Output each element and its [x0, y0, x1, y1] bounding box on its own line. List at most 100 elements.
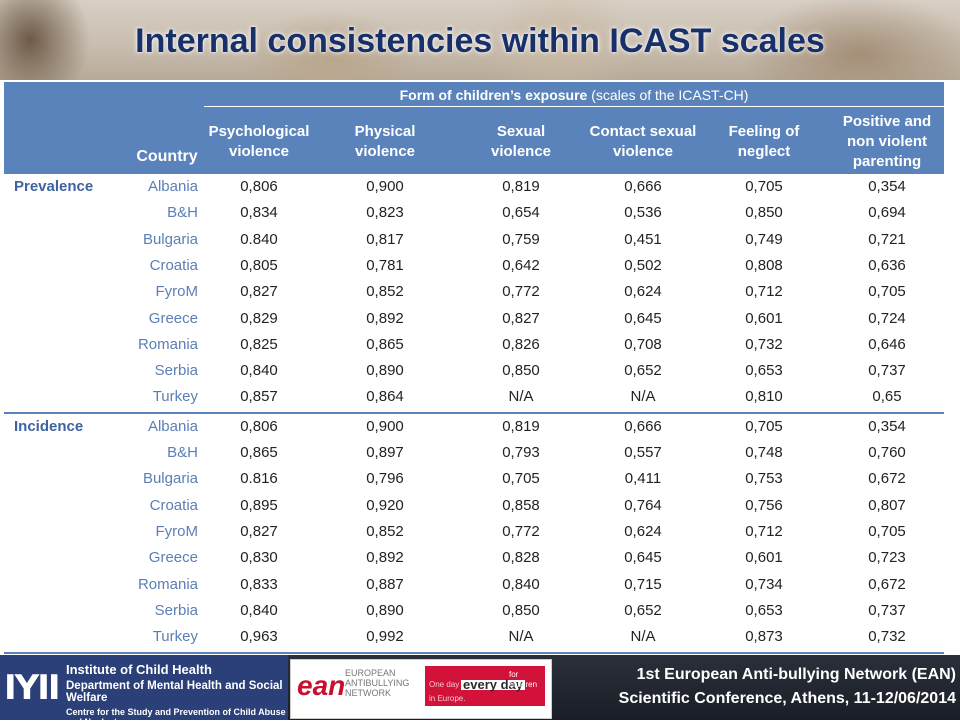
value-cell: N/A	[630, 388, 656, 406]
value-cell: 0,827	[240, 283, 278, 301]
value-cell: 0.816	[240, 470, 278, 488]
super-header-bold: Form of children’s exposure	[399, 87, 588, 103]
value-cell: 0,900	[366, 417, 404, 435]
table-row: Bulgaria 0.816 0,796 0,705 0,411 0,753 0,672	[4, 466, 944, 492]
consistency-table: Form of children’s exposure (scales of t…	[0, 80, 960, 655]
value-cell: 0,712	[745, 522, 783, 540]
value-cell: 0,715	[624, 575, 662, 593]
value-cell: 0,793	[502, 444, 540, 461]
value-cell: 0,354	[868, 178, 906, 195]
value-cell: 0,852	[366, 522, 404, 540]
value-cell: 0,830	[240, 549, 278, 567]
value-cell: 0,823	[366, 204, 404, 222]
value-cell: 0,748	[745, 444, 783, 461]
ean-for-children: for children	[509, 670, 538, 689]
value-cell: 0,737	[868, 601, 906, 619]
value-cell: 0,864	[366, 388, 404, 406]
value-cell: 0,963	[240, 628, 278, 646]
value-cell: 0,806	[240, 178, 278, 195]
value-cell: 0,536	[624, 204, 662, 222]
value-cell: 0,708	[624, 335, 662, 353]
country-cell: FyroM	[155, 283, 199, 301]
value-cell: 0,705	[745, 417, 783, 435]
table-row: Bulgaria 0.840 0,817 0,759 0,451 0,749 0,721	[4, 227, 944, 253]
value-cell: 0,645	[624, 309, 662, 327]
value-cell: 0,451	[624, 230, 662, 248]
value-cell: 0,772	[502, 522, 540, 540]
column-header-sexual: Sexual violence	[490, 123, 552, 160]
value-cell: 0,865	[366, 335, 404, 353]
value-cell: 0,827	[240, 522, 278, 540]
value-cell: 0,756	[745, 496, 783, 514]
country-cell: Turkey	[152, 628, 198, 646]
value-cell: 0,808	[745, 256, 783, 274]
table-row: Incidence Albania 0,806 0,900 0,819 0,666 0,70…	[4, 414, 944, 440]
country-cell: Bulgaria	[142, 470, 198, 488]
value-cell: 0,732	[868, 628, 906, 646]
value-cell: 0,825	[240, 335, 278, 353]
value-cell: 0,654	[502, 204, 540, 222]
country-cell: Romania	[137, 575, 198, 593]
table-row: Greece 0,829 0,892 0,827 0,645 0,601 0,724	[4, 306, 944, 332]
country-cell: B&H	[167, 444, 198, 461]
table-row: Turkey 0,857 0,864 N/A N/A 0,810 0,65	[4, 384, 944, 410]
value-cell: 0,732	[745, 335, 783, 353]
value-cell: 0.840	[240, 230, 278, 248]
value-cell: 0,920	[366, 496, 404, 514]
value-cell: 0,672	[868, 575, 906, 593]
country-cell: Albania	[147, 417, 198, 435]
group-divider	[4, 411, 944, 414]
ich-mark-icon: IYII	[4, 668, 61, 708]
value-cell: 0,900	[366, 178, 404, 195]
ean-everyday: every day	[461, 677, 525, 692]
value-cell: N/A	[630, 628, 656, 646]
ean-name: EUROPEAN ANTIBULLYING NETWORK	[345, 668, 410, 698]
value-cell: 0,834	[240, 204, 278, 222]
super-header-rest: (scales of the ICAST-CH)	[587, 87, 749, 103]
value-cell: 0,723	[868, 549, 906, 567]
value-cell: 0,672	[868, 470, 906, 488]
country-cell: Croatia	[149, 256, 198, 274]
value-cell: 0,829	[240, 309, 278, 327]
country-column-header: Country	[136, 148, 198, 165]
table-header: Form of children’s exposure (scales of t…	[4, 82, 944, 174]
value-cell: 0,737	[868, 362, 906, 380]
ich-line1: Institute of Child Health	[66, 662, 212, 677]
value-cell: 0,772	[502, 283, 540, 301]
value-cell: 0,624	[624, 522, 662, 540]
value-cell: 0,840	[240, 362, 278, 380]
header-photo-background	[0, 0, 960, 80]
country-cell: Turkey	[152, 388, 198, 406]
value-cell: 0,705	[745, 178, 783, 195]
value-cell: 0,850	[745, 204, 783, 222]
value-cell: 0,721	[868, 230, 906, 248]
value-cell: 0,890	[366, 601, 404, 619]
country-cell: Serbia	[154, 601, 198, 619]
value-cell: 0,805	[240, 256, 278, 274]
value-cell: 0,712	[745, 283, 783, 301]
table-row: B&H 0,834 0,823 0,654 0,536 0,850 0,694	[4, 200, 944, 226]
value-cell: 0,850	[502, 362, 540, 380]
value-cell: N/A	[508, 388, 534, 406]
value-cell: N/A	[508, 628, 534, 646]
value-cell: 0,781	[366, 256, 404, 274]
value-cell: 0,502	[624, 256, 662, 274]
value-cell: 0,645	[624, 549, 662, 567]
country-cell: Romania	[137, 335, 198, 353]
country-cell: Greece	[148, 549, 198, 567]
column-header-contact-sexual: Contact sexual violence	[589, 123, 697, 160]
value-cell: 0,653	[745, 362, 783, 380]
value-cell: 0,828	[502, 549, 540, 567]
value-cell: 0,557	[624, 444, 662, 461]
value-cell: 0,810	[745, 388, 783, 406]
value-cell: 0,852	[366, 283, 404, 301]
value-cell: 0,652	[624, 362, 662, 380]
value-cell: 0,895	[240, 496, 278, 514]
country-cell: B&H	[167, 204, 198, 222]
value-cell: 0,817	[366, 230, 404, 248]
value-cell: 0,601	[745, 549, 783, 567]
value-cell: 0,666	[624, 417, 662, 435]
country-cell: Greece	[148, 309, 198, 327]
super-header: Form of children’s exposure (scales of t…	[204, 84, 944, 107]
value-cell: 0,65	[872, 388, 902, 406]
